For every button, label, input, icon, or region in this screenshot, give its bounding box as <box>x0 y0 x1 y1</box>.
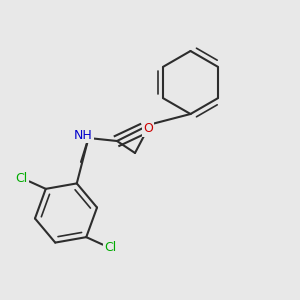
Text: O: O <box>143 122 153 136</box>
Text: Cl: Cl <box>104 241 116 254</box>
Text: Cl: Cl <box>16 172 28 185</box>
Text: NH: NH <box>74 129 92 142</box>
